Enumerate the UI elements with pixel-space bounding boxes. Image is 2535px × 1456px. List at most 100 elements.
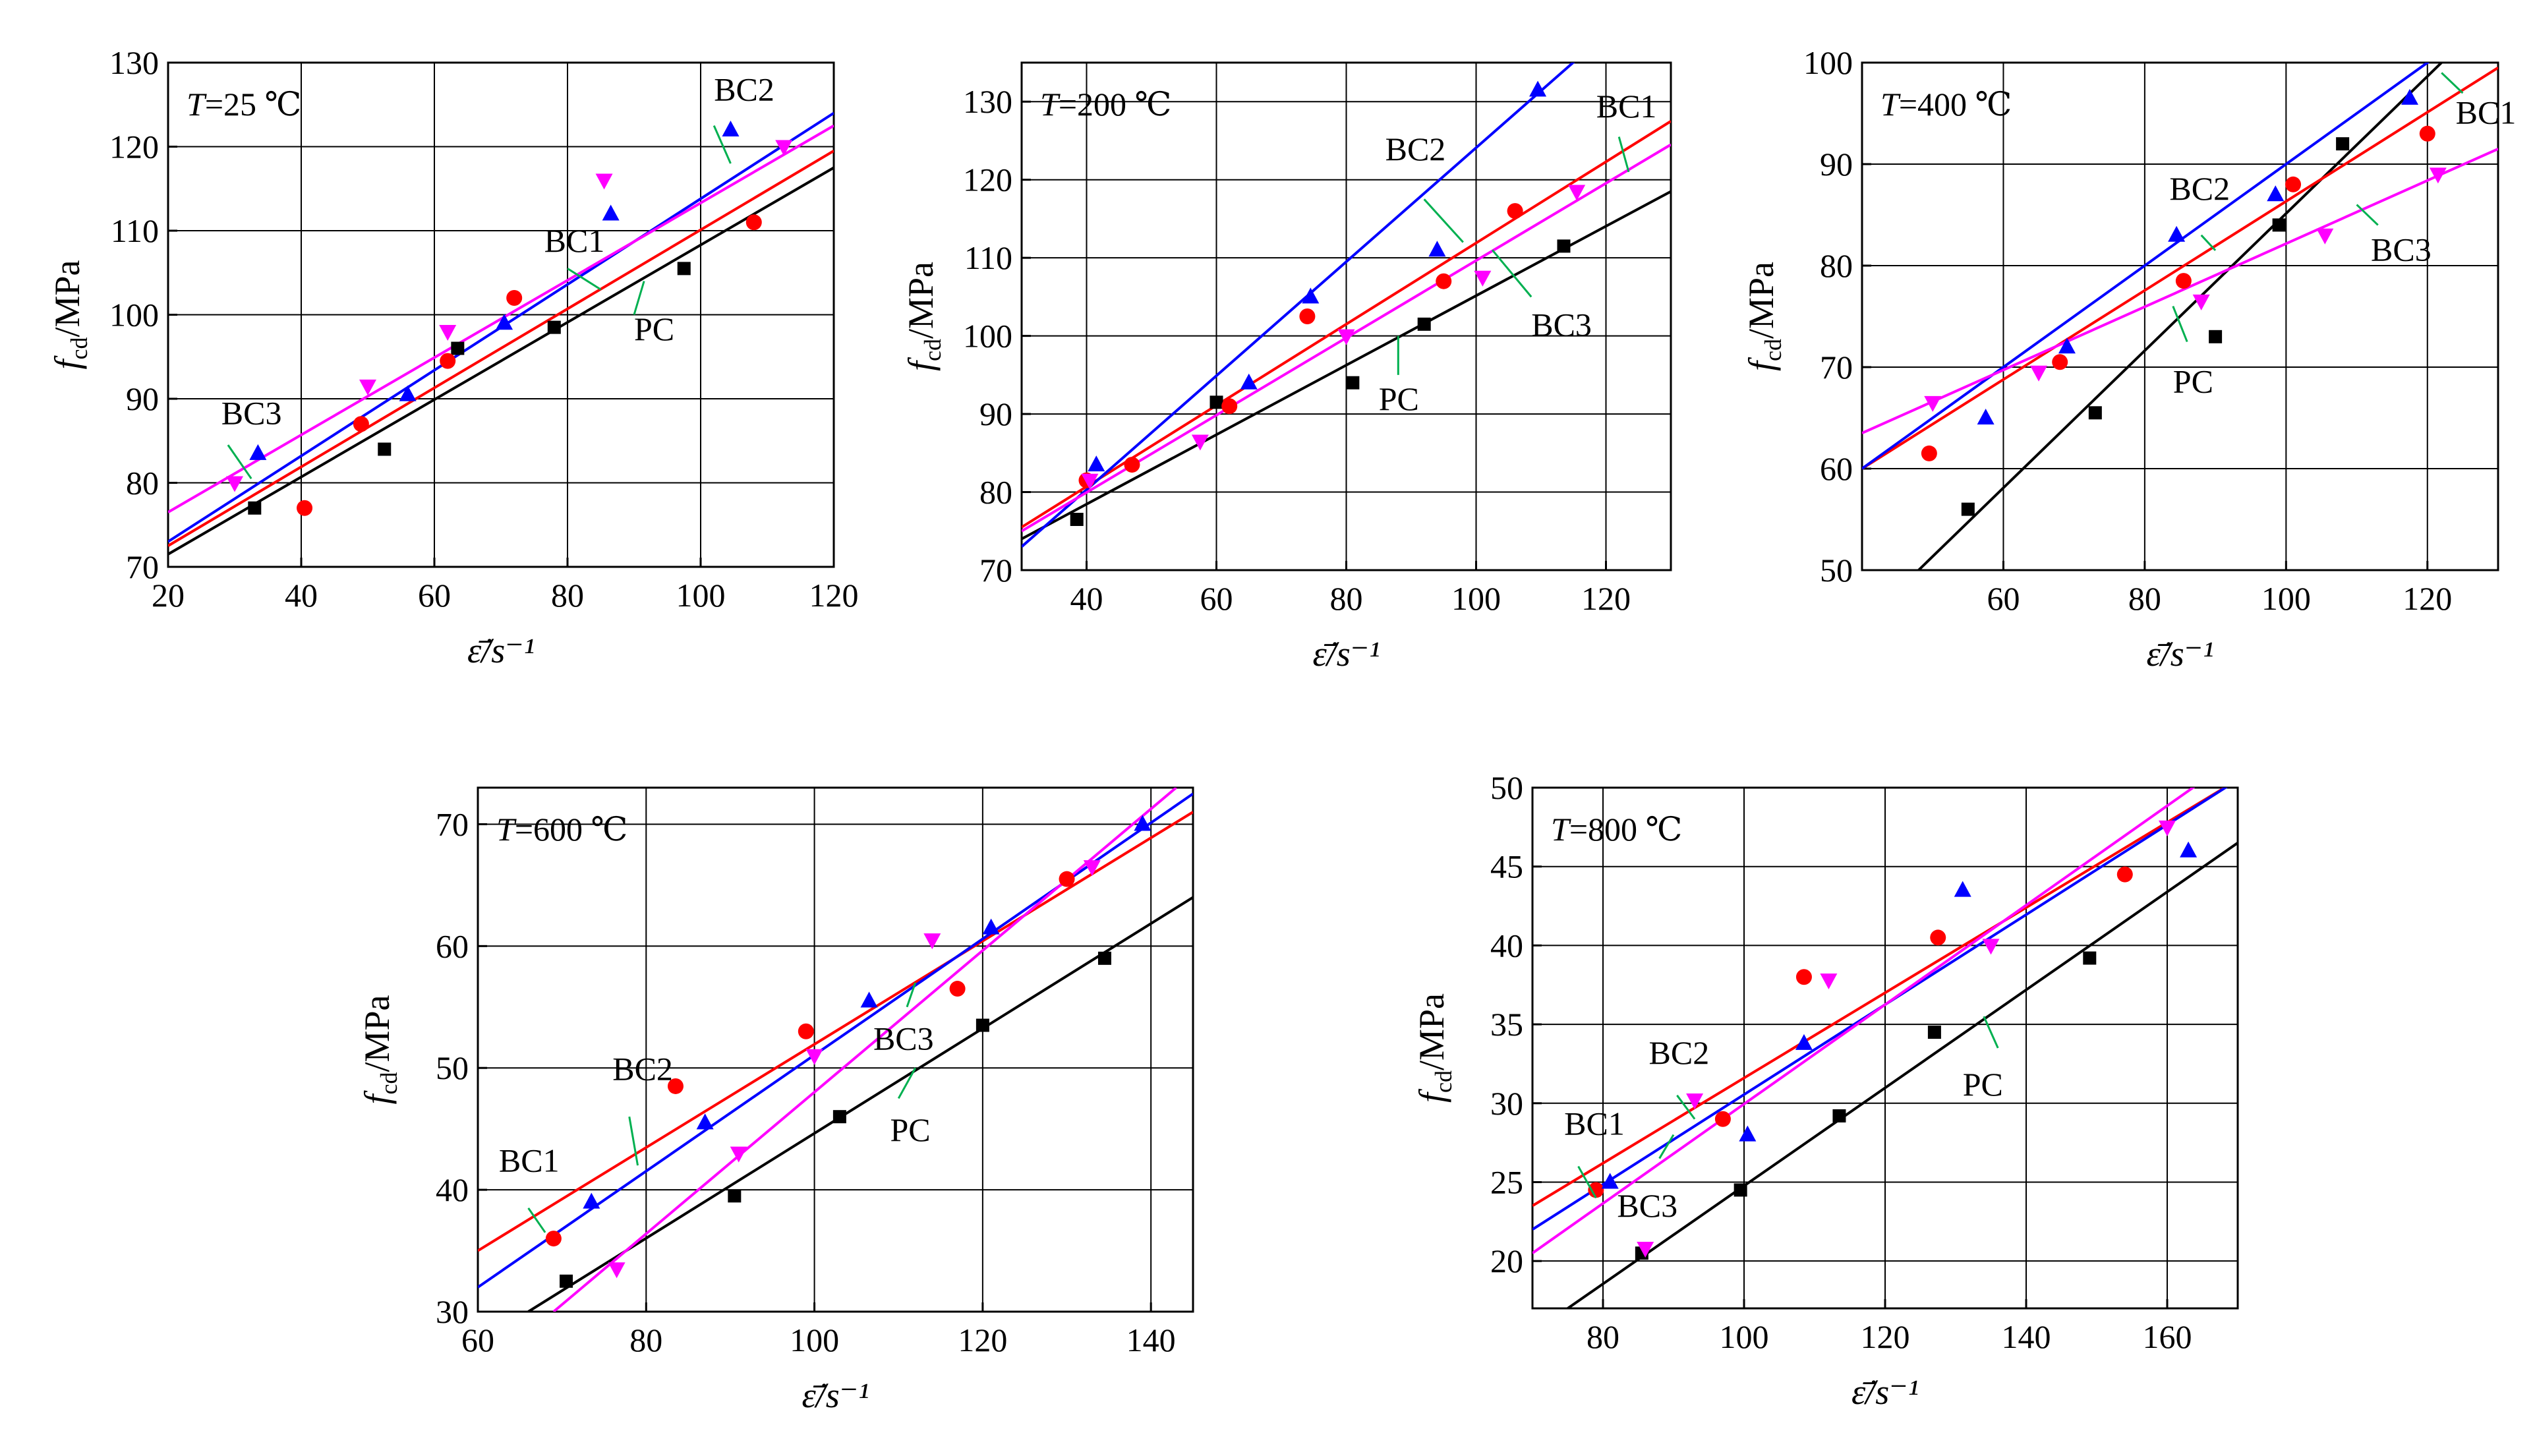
chart-3-series-label-bc1: BC1 xyxy=(2456,94,2517,131)
chart-3-series-label-pc: PC xyxy=(2173,363,2213,400)
chart-4-x-axis-label: ε̇̄/s⁻¹ xyxy=(802,1376,869,1415)
chart-2: 40 60 80 100 120 70 80 90 100 110 120 130 ε̇̄/s⁻¹ fcd… xyxy=(901,61,1672,674)
chart-5-y-axis-label-unit: /MPa xyxy=(1412,993,1451,1070)
chart-2-series-label-bc2: BC2 xyxy=(1385,131,1446,167)
chart-5-point-bc1-1 xyxy=(1714,1111,1731,1127)
chart-2-ytick-label-5: 120 xyxy=(963,161,1012,198)
chart-3-xtick-label-2: 100 xyxy=(2261,580,2311,617)
chart-2-point-pc-2 xyxy=(1346,376,1360,390)
chart-1-series-label-pc: PC xyxy=(634,310,674,347)
chart-5-point-bc2-2 xyxy=(1795,1034,1813,1050)
chart-1-point-bc1-2 xyxy=(440,353,456,369)
chart-4-series-label-bc3: BC3 xyxy=(873,1020,934,1057)
chart-5-xtick-label-1: 100 xyxy=(1720,1318,1769,1355)
chart-1-point-pc-3 xyxy=(547,320,561,334)
chart-3-xtick-label-0: 60 xyxy=(1987,580,2020,617)
chart-4-temperature-label: T=600 ℃ xyxy=(496,811,627,848)
chart-5-point-pc-2 xyxy=(1832,1109,1846,1122)
chart-3-point-bc2-0 xyxy=(1977,409,1995,424)
chart-2-xtick-label-1: 60 xyxy=(1200,580,1233,617)
chart-5-point-bc2-3 xyxy=(1954,881,1971,897)
chart-5-leader-line-bc1 xyxy=(1577,1165,1597,1199)
chart-4-point-bc2-4 xyxy=(1134,815,1151,831)
chart-4-point-bc2-0 xyxy=(583,1192,600,1209)
chart-4: 60 80 100 120 140 30 40 50 60 70 ε̇̄/s⁻¹ fcd/MPa T=6… xyxy=(357,786,1194,1415)
chart-3-ytick-label-2: 70 xyxy=(1820,349,1853,386)
chart-5-fit-line-pc xyxy=(1567,842,2238,1308)
chart-2-point-pc-1 xyxy=(1209,395,1223,409)
chart-5: 80 100 120 140 160 20 25 30 35 40 45 50 ε̇̄/s⁻¹ fcd/M… xyxy=(1412,769,2239,1412)
chart-3-series-label-bc3: BC3 xyxy=(2371,231,2432,268)
chart-1-point-bc2-4 xyxy=(722,121,740,136)
chart-5-point-bc2-4 xyxy=(2180,841,2198,858)
chart-4-series-label-bc2: BC2 xyxy=(612,1051,673,1088)
chart-1-y-axis-label: fcd/MPa xyxy=(47,260,92,369)
chart-3-point-pc-4 xyxy=(2336,137,2350,151)
chart-2-y-axis-label-subscript: cd xyxy=(919,339,946,361)
chart-5-temperature-label: T=800 ℃ xyxy=(1551,811,1682,848)
chart-3-ytick-label-0: 50 xyxy=(1820,552,1853,589)
chart-4-point-bc1-3 xyxy=(949,981,966,997)
chart-3-ytick-label-1: 60 xyxy=(1820,450,1853,487)
chart-2-fit-line-bc2 xyxy=(1022,63,1575,548)
chart-2-xtick-label-3: 100 xyxy=(1451,580,1501,617)
chart-2-leader-line-bc1 xyxy=(1617,136,1630,173)
chart-2-xtick-label-0: 40 xyxy=(1070,580,1103,617)
chart-2-ytick-label-0: 70 xyxy=(979,552,1012,589)
chart-1-ytick-label-2: 90 xyxy=(126,380,159,417)
chart-2-temperature-symbol: T xyxy=(1040,86,1061,123)
chart-5-y-axis-label-subscript: cd xyxy=(1430,1070,1457,1093)
chart-2-xtick-label-4: 120 xyxy=(1581,580,1631,617)
chart-5-ytick-label-1: 25 xyxy=(1490,1163,1523,1200)
chart-1-xtick-label-4: 100 xyxy=(676,577,726,614)
chart-4-y-axis-label: fcd/MPa xyxy=(357,995,402,1104)
chart-2-point-bc2-3 xyxy=(1428,241,1446,257)
chart-5-series-label-bc3: BC3 xyxy=(1617,1187,1677,1224)
chart-2-leader-line-bc2 xyxy=(1423,198,1464,243)
chart-1-fit-line-bc1 xyxy=(168,150,834,547)
chart-5-temperature-symbol: T xyxy=(1551,811,1571,848)
chart-1-xtick-label-3: 80 xyxy=(551,577,584,614)
chart-3-leader-line-bc1 xyxy=(2441,72,2464,94)
chart-1-point-bc1-3 xyxy=(506,290,523,306)
chart-1-point-bc2-2 xyxy=(496,314,513,330)
chart-5-ytick-label-5: 45 xyxy=(1490,848,1523,885)
chart-3-temperature-symbol: T xyxy=(1880,86,1901,123)
chart-5-ytick-label-4: 40 xyxy=(1490,927,1523,964)
chart-5-x-axis-label: ε̇̄/s⁻¹ xyxy=(1851,1372,1919,1412)
chart-4-y-axis-label-unit: /MPa xyxy=(357,995,397,1072)
chart-1: 20 40 60 80 100 120 70 80 90 100 110 120 130 ε̇̄/s⁻¹ f… xyxy=(47,44,859,670)
chart-5-ytick-label-0: 20 xyxy=(1490,1242,1523,1279)
chart-1-point-bc3-1 xyxy=(359,379,376,395)
chart-5-point-bc1-4 xyxy=(2116,866,2133,883)
chart-5-leader-line-bc3 xyxy=(1658,1134,1675,1159)
chart-2-leader-line-bc3 xyxy=(1491,249,1532,298)
chart-2-series-label-bc3: BC3 xyxy=(1531,306,1592,343)
chart-3-point-bc3-0 xyxy=(1924,395,1942,412)
chart-5-point-bc3-2 xyxy=(1820,974,1838,990)
chart-1-xtick-label-0: 20 xyxy=(152,577,185,614)
chart-5-series-label-pc: PC xyxy=(1963,1066,2003,1103)
chart-5-ytick-label-6: 50 xyxy=(1490,769,1523,806)
chart-5-point-bc1-0 xyxy=(1588,1182,1604,1198)
chart-4-ytick-label-0: 30 xyxy=(436,1293,469,1330)
chart-4-point-bc1-1 xyxy=(667,1078,684,1094)
chart-4-ytick-label-1: 40 xyxy=(436,1171,469,1208)
chart-1-leader-line-pc xyxy=(633,281,645,315)
chart-3-series-label-bc2: BC2 xyxy=(2169,170,2230,207)
chart-1-point-bc2-3 xyxy=(602,204,620,221)
chart-1-temperature-value: =25 ℃ xyxy=(205,86,302,123)
chart-3-point-bc3-1 xyxy=(2030,365,2048,382)
chart-4-leader-line-bc2 xyxy=(628,1116,639,1166)
chart-3-point-pc-1 xyxy=(2088,406,2102,420)
chart-5-series-label-bc2: BC2 xyxy=(1649,1034,1710,1071)
chart-2-y-axis-label: fcd/MPa xyxy=(901,262,946,371)
chart-5-point-bc3-3 xyxy=(1982,939,2000,955)
chart-3-fit-line-bc1 xyxy=(1862,67,2498,470)
chart-4-point-bc3-2 xyxy=(805,1049,823,1065)
chart-2-x-axis-label: ε̇̄/s⁻¹ xyxy=(1313,634,1380,674)
chart-3-point-bc2-3 xyxy=(2267,185,2285,202)
chart-4-point-bc2-1 xyxy=(696,1113,714,1130)
chart-4-point-pc-0 xyxy=(560,1274,573,1288)
